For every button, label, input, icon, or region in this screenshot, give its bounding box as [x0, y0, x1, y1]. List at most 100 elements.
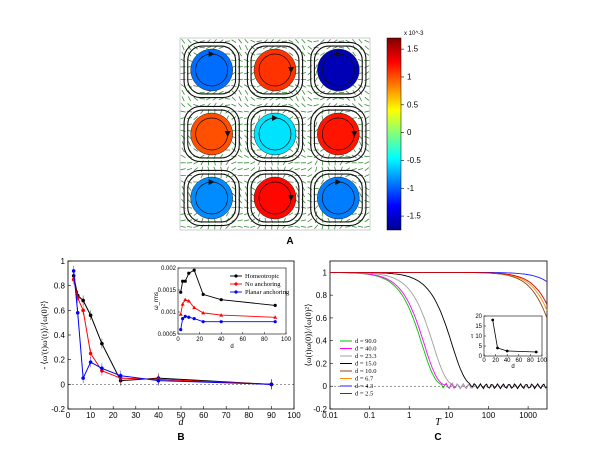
director-dash	[320, 179, 325, 185]
director-dash	[231, 103, 237, 107]
director-dash	[314, 217, 318, 223]
legend-label: d = 40.0	[355, 346, 377, 353]
director-dash	[288, 181, 294, 183]
x-tick-label: 10	[444, 411, 453, 420]
director-dash	[364, 225, 370, 228]
streamline-loop	[246, 105, 304, 163]
legend-label: d = 90.0	[355, 338, 377, 345]
director-dash	[295, 89, 299, 95]
inset-point	[187, 271, 191, 275]
director-dash	[364, 103, 370, 107]
streamline-loop	[313, 45, 363, 95]
streamline-loop	[250, 109, 300, 159]
director-dash	[300, 129, 307, 132]
series-b	[71, 265, 274, 390]
director-dash	[193, 96, 199, 101]
plot-frame-c	[329, 260, 548, 410]
director-dash	[307, 186, 313, 191]
director-dash	[364, 129, 370, 132]
director-dash	[295, 141, 299, 147]
director-dash	[302, 45, 305, 51]
legend-label: d = 23.3	[355, 353, 377, 360]
director-dash	[301, 154, 306, 158]
inset-x-tick-label: 80	[261, 337, 268, 343]
director-dash	[187, 96, 192, 102]
vortex-disk	[253, 176, 297, 220]
streamline-loop	[183, 105, 240, 163]
inset-x-tick-label: 0	[482, 358, 486, 364]
x-tick-label: 1000	[519, 411, 537, 420]
director-dash	[180, 206, 186, 209]
inset-legend-label: No anchoring	[245, 281, 281, 288]
director-dash	[295, 96, 299, 102]
inset-point	[181, 279, 185, 283]
director-dash	[300, 225, 307, 228]
director-dash	[275, 90, 281, 94]
inset-point	[201, 310, 206, 315]
inset-x-tick-label: 0	[176, 337, 180, 343]
director-dash	[281, 154, 288, 158]
director-dash	[193, 167, 199, 172]
vortex-disk	[190, 176, 233, 220]
inset-point	[219, 320, 223, 324]
director-dash	[181, 89, 185, 95]
y-tick-label: 0.4	[54, 331, 66, 340]
director-dash	[314, 121, 318, 127]
director-dash	[338, 98, 345, 100]
director-dash	[314, 160, 318, 166]
vortex-arrowhead	[208, 51, 215, 57]
colorbar-tick-label: -1.5	[407, 212, 421, 221]
legend-label: d = 10.0	[355, 368, 377, 375]
director-dash	[180, 110, 186, 113]
director-dash	[352, 51, 356, 57]
y-tick-label: 1	[61, 257, 66, 266]
y-tick-label: 1	[323, 268, 328, 277]
director-dash	[180, 219, 186, 222]
x-tick-label: 70	[222, 411, 231, 420]
streamlines	[183, 41, 367, 227]
director-dash	[351, 180, 357, 184]
director-dash	[351, 168, 357, 171]
director-dash	[218, 46, 224, 49]
director-dash	[237, 110, 243, 113]
director-dash	[218, 97, 224, 101]
director-dash	[180, 72, 186, 75]
director-dash	[206, 90, 211, 95]
streamline-loop	[183, 169, 240, 227]
director-dash	[250, 218, 256, 223]
director-dash	[288, 39, 294, 43]
axes-c: 0.01 0.1 1 10 100 1000-0.200.20.40.60.81	[313, 268, 547, 420]
x-tick-label: 0.1	[364, 411, 376, 420]
director-dash	[238, 103, 243, 108]
director-dash	[307, 45, 313, 50]
director-dash	[237, 58, 243, 62]
colorbar-tick-label: 0.5	[407, 100, 419, 109]
director-dash	[250, 45, 256, 50]
panel-c: 0.01 0.1 1 10 100 1000-0.200.20.40.60.81 T ⟨ω…	[303, 260, 548, 443]
x-tick-label: 0.01	[322, 411, 338, 420]
streamline-loop	[313, 173, 363, 223]
panel-label-b: B	[177, 432, 184, 443]
inset-point	[534, 350, 538, 354]
director-dash	[294, 225, 300, 228]
streamline-loop	[310, 169, 367, 227]
director-dash	[231, 45, 236, 50]
director-dash	[307, 90, 313, 95]
director-dash	[288, 103, 294, 107]
director-dash	[187, 192, 192, 198]
legend-label: d = 6.7	[355, 376, 374, 383]
director-dash	[300, 123, 307, 126]
inset-c: 0 20 40 60 80 100 0 5 10 15 20 d τ	[471, 314, 548, 370]
director-dash	[351, 213, 357, 215]
legend-label: d = 15.0	[355, 361, 377, 368]
director-dash	[250, 161, 256, 165]
director-dash	[231, 155, 237, 158]
director-dash	[238, 51, 242, 57]
inset-point	[201, 292, 205, 296]
director-dash	[199, 40, 205, 43]
director-dash	[364, 45, 370, 50]
director-dash	[358, 103, 363, 108]
director-dash	[237, 225, 243, 228]
director-dash	[364, 218, 370, 223]
y-tick-label: 0.4	[316, 337, 328, 346]
